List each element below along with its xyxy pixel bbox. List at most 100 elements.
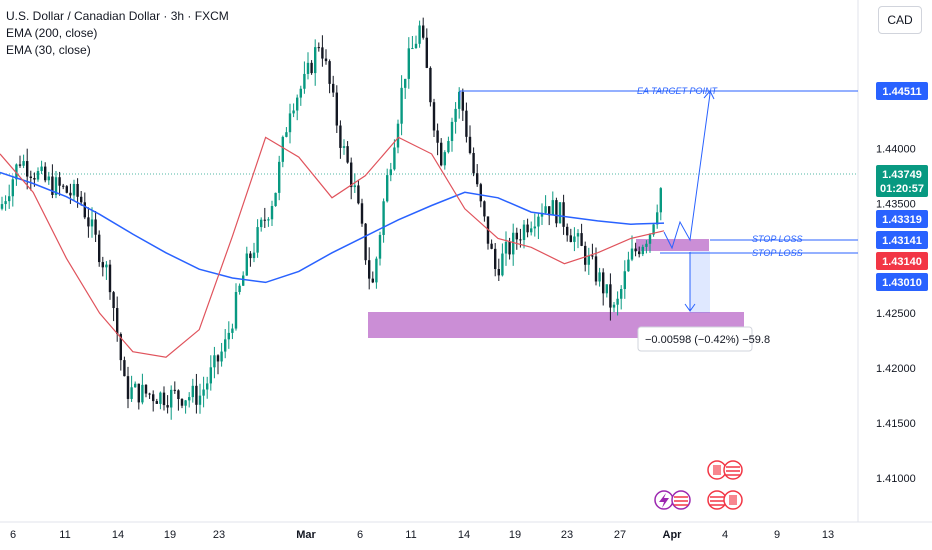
candle [198,383,202,414]
candle [627,251,630,272]
candle [443,150,446,170]
measure-box: −0.00598 (−0.42%) −59.8 [637,326,770,352]
stop-loss-label-1: STOP LOSS [752,234,803,244]
chart-legend: U.S. Dollar / Canadian Dollar · 3h · FXC… [6,8,229,59]
candle [40,160,43,175]
candle [148,392,151,399]
candle [494,243,497,277]
indicator-ema200[interactable]: EMA (200, close) [6,26,98,40]
x-tick-label: 23 [213,529,225,541]
candle [620,285,623,310]
x-tick-label: 11 [405,529,416,541]
x-tick-label: 19 [509,529,521,541]
candle [612,301,616,313]
ema30-line [0,136,665,358]
candle [580,223,583,247]
candle [252,242,256,263]
candle [501,243,504,277]
candle [425,28,428,69]
candle [310,60,313,75]
price-tag-label: 1.43749 [882,169,922,181]
x-tick-label: Mar [296,529,316,541]
candle [11,175,14,207]
candle [278,155,281,201]
candle [551,191,554,216]
candle [404,78,407,99]
usd-cad-flag-icon[interactable] [707,490,743,510]
candle [616,291,619,316]
y-tick-label: 1.41000 [876,473,916,485]
candle [476,164,479,187]
candle [432,98,436,138]
measure-range [690,251,710,313]
x-tick-label: 23 [561,529,573,541]
candle [65,185,68,194]
target-label: EA TARGET POINT [637,86,719,96]
candle [598,267,601,287]
candle [44,162,47,183]
candle [112,290,115,322]
candle [368,247,371,290]
candle [357,179,360,205]
candle [0,196,4,211]
price-tag: 1.43749 01:20:57 [876,165,928,197]
x-tick-label: 14 [458,529,470,541]
candle [137,383,140,410]
candle [299,85,302,106]
candle [314,39,317,86]
time-axis[interactable]: 6 11 14 19 23 Mar 6 11 14 19 23 27 Apr 4 9 13 [10,529,834,541]
candle [285,127,288,138]
cad-usd-flag-icon[interactable] [707,460,743,480]
x-tick-label: 14 [112,529,124,541]
candle [321,35,324,67]
candle [411,36,414,50]
candle [591,243,594,260]
candle [429,66,432,107]
candle [504,231,508,266]
price-tag: 1.43010 [876,273,928,291]
candle [256,219,259,258]
candle [227,321,230,349]
candle [375,256,378,289]
price-tag: 1.43140 [876,252,928,270]
candle [400,75,403,136]
candle [472,147,475,177]
candle [497,258,500,282]
candle [126,366,130,409]
price-tag-timer: 01:20:57 [880,183,924,195]
candle [249,251,252,267]
candle [634,242,637,257]
candle [486,216,490,250]
candle [360,198,364,227]
candle [317,42,320,52]
currency-button[interactable]: CAD [878,6,922,34]
candle [468,125,472,155]
candle [393,139,396,171]
candle [101,256,104,277]
candle [155,398,158,404]
price-tag: 1.43319 [876,210,928,228]
candle [209,355,212,391]
x-tick-label: 19 [164,529,176,541]
candle [306,52,310,80]
candle [602,268,605,306]
candle [656,204,659,229]
price-tag-label: 1.43319 [882,214,922,226]
candle [576,229,580,249]
candle [461,88,464,121]
candle [645,240,648,254]
lightning-usd-flag-icon[interactable] [654,490,691,510]
candle [407,37,410,89]
candle [4,195,7,211]
candle [454,102,457,134]
candle [281,135,284,168]
y-tick-label: 1.42000 [876,363,916,375]
price-tag-label: 1.43141 [882,235,922,247]
y-tick-label: 1.42500 [876,308,916,320]
candle [548,206,551,226]
candle [537,213,540,240]
candle [94,211,97,243]
indicator-ema30[interactable]: EMA (30, close) [6,43,91,57]
candle [422,17,425,40]
